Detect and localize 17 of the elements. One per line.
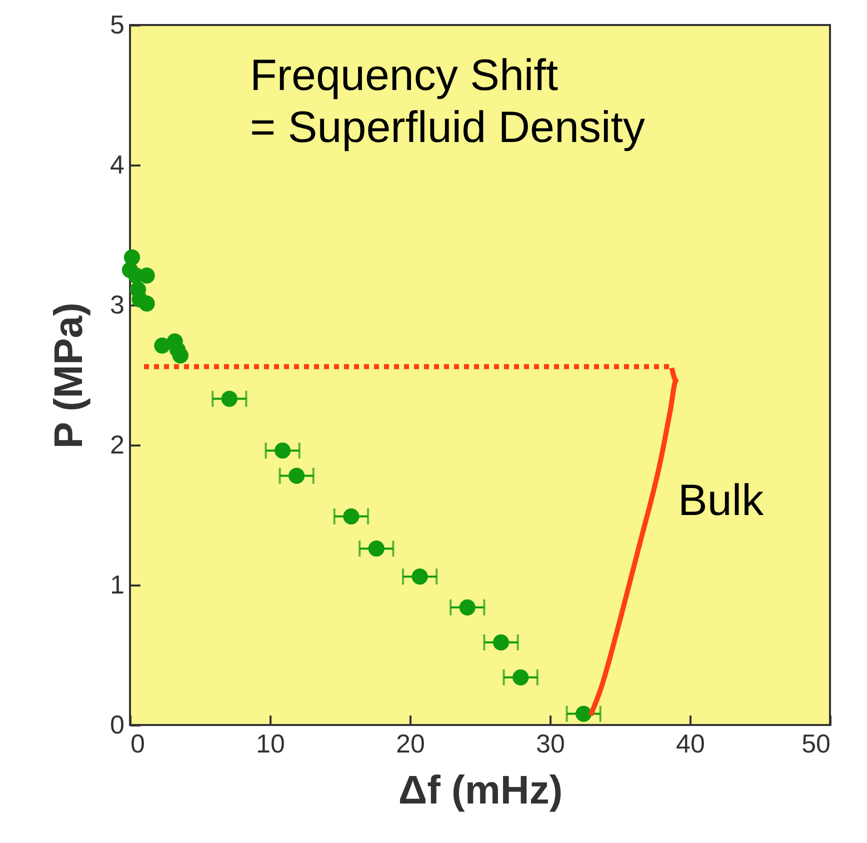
annotation: Bulk [678,476,765,525]
annotation: Frequency Shift [250,51,558,100]
y-tick-label: 4 [110,150,124,180]
x-tick-label: 50 [802,728,830,758]
y-tick-label: 2 [110,430,124,460]
y-axis-title: P (MPa) [47,302,92,448]
y-tick-label: 5 [110,10,124,40]
x-tick-label: 0 [130,728,145,758]
x-tick-label: 20 [396,728,425,758]
x-axis-title: Δf (mHz) [398,768,563,812]
y-tick-label: 1 [110,570,124,600]
x-tick-label: 30 [536,728,565,758]
x-tick-label: 10 [256,728,285,758]
x-tick-label: 40 [676,728,705,758]
annotation: = Superfluid Density [250,103,645,152]
y-tick-label: 3 [110,290,124,320]
y-tick-label: 0 [110,710,124,740]
